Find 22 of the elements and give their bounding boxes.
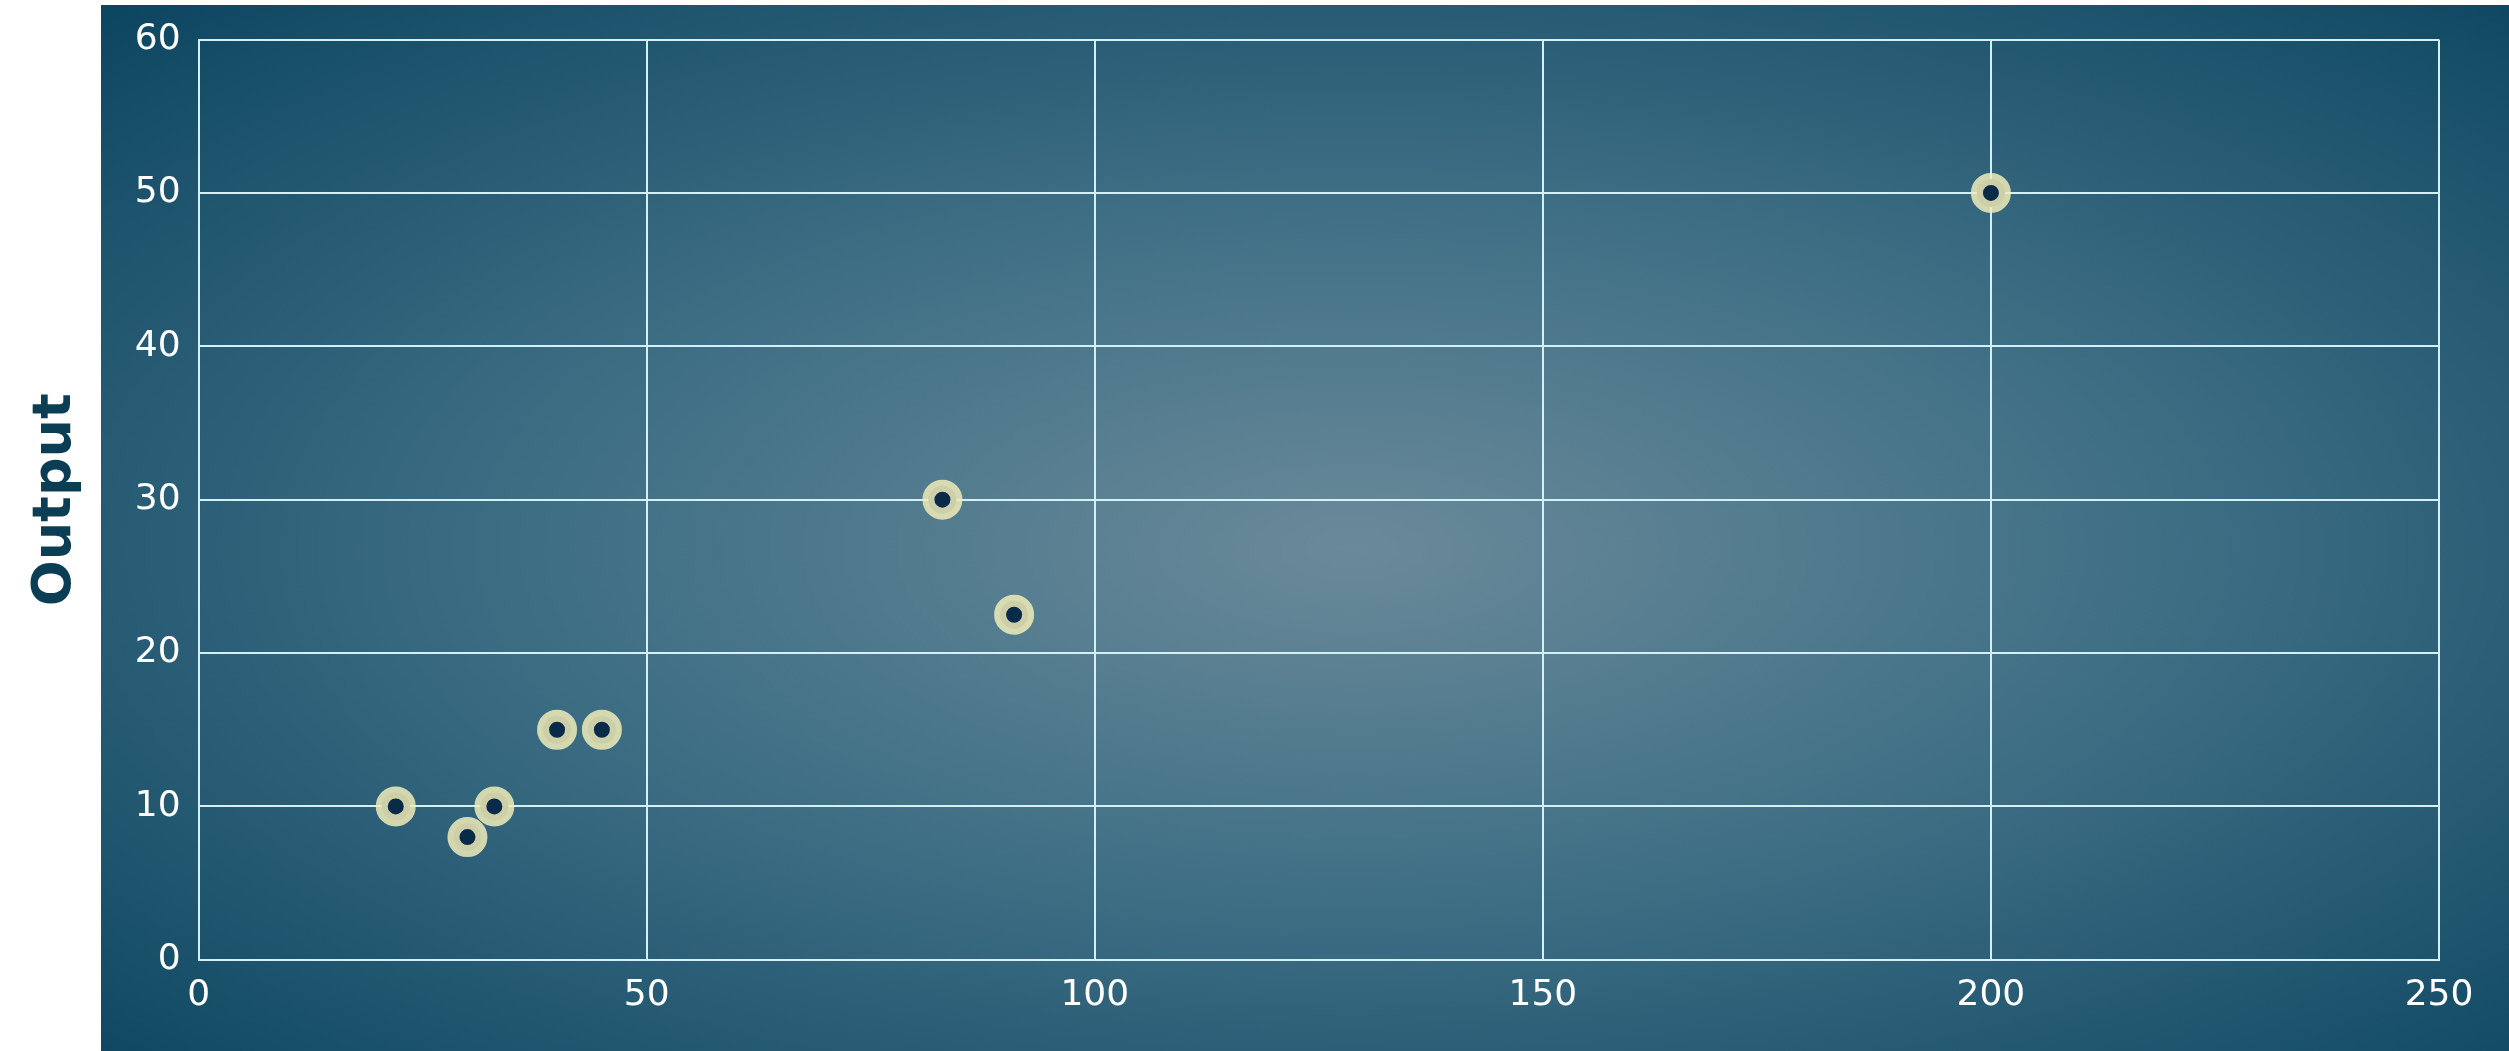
y-axis-title: Output bbox=[20, 393, 84, 607]
y-tick-label: 40 bbox=[134, 322, 181, 364]
x-tick-label: 200 bbox=[1956, 971, 2026, 1013]
y-tick-label: 10 bbox=[134, 782, 181, 824]
x-tick-label: 150 bbox=[1508, 971, 1578, 1013]
point bbox=[1970, 172, 2011, 213]
point bbox=[537, 709, 578, 750]
y-tick-label: 0 bbox=[157, 936, 181, 978]
point bbox=[447, 817, 488, 858]
point bbox=[922, 479, 963, 520]
y-tick-label: 30 bbox=[134, 476, 181, 518]
x-tick-label: 250 bbox=[2404, 971, 2474, 1013]
x-tick-label: 100 bbox=[1060, 971, 1130, 1013]
y-tick-label: 60 bbox=[134, 15, 181, 57]
x-tick-label: 50 bbox=[623, 971, 670, 1013]
y-tick-label: 50 bbox=[134, 169, 181, 211]
point bbox=[375, 786, 416, 827]
x-tick-label: 0 bbox=[187, 971, 211, 1013]
point bbox=[474, 786, 515, 827]
point bbox=[994, 594, 1035, 635]
y-tick-label: 20 bbox=[134, 629, 181, 671]
point bbox=[581, 709, 622, 750]
